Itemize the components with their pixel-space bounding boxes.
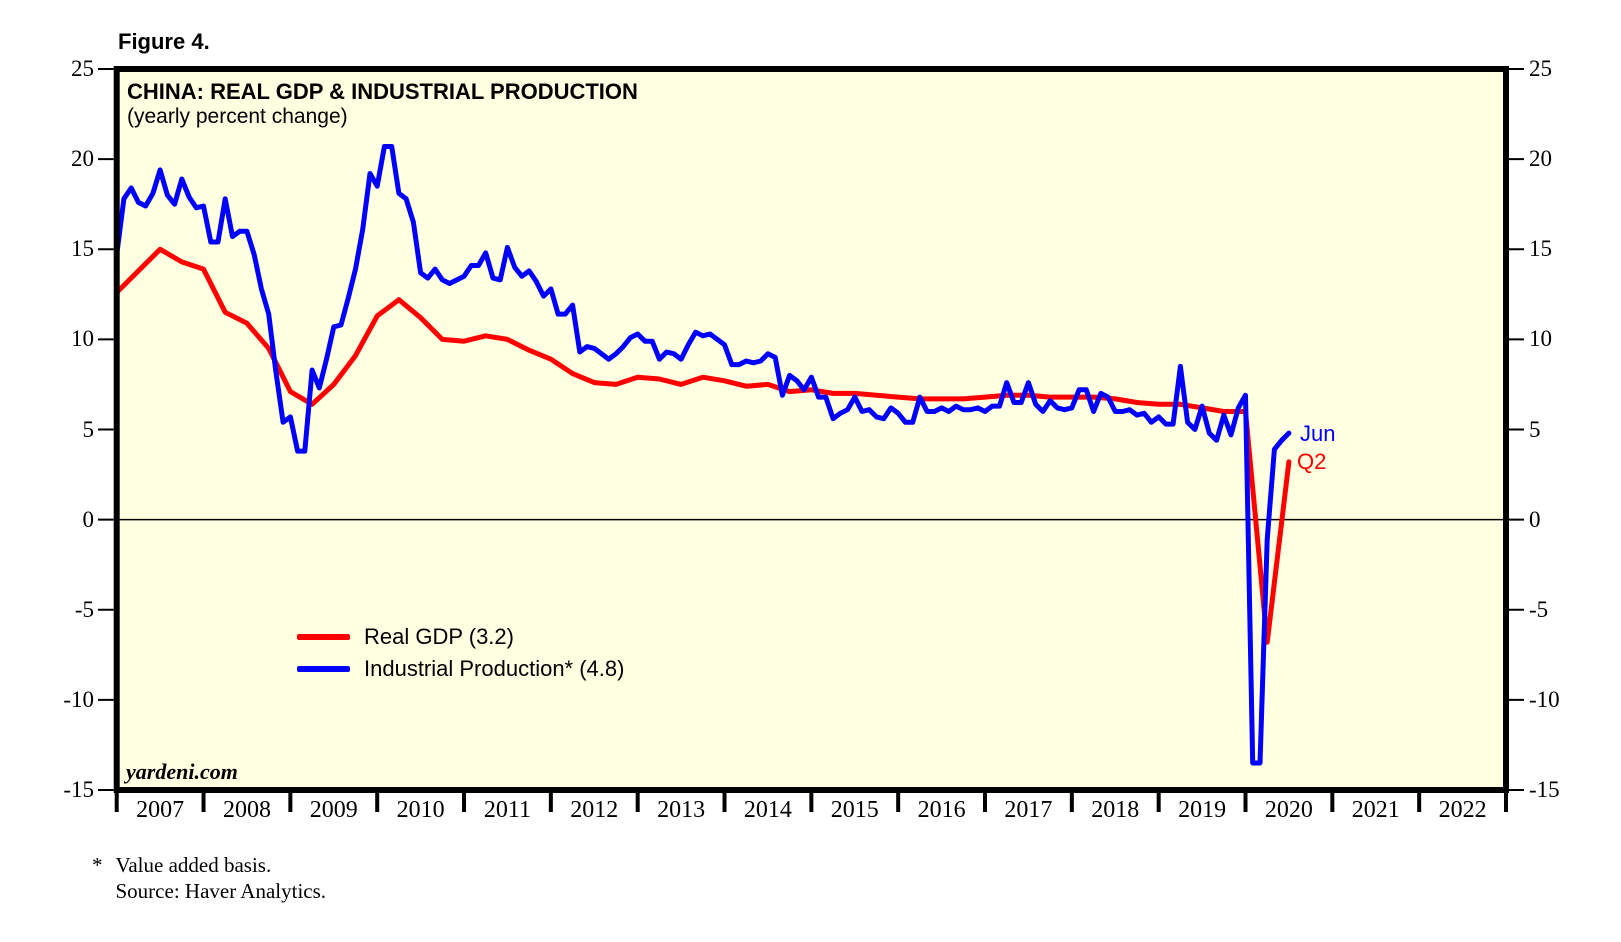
legend-swatch-industrial-production bbox=[297, 666, 350, 672]
y-axis-label-right: -5 bbox=[1529, 596, 1549, 622]
x-axis-year-label: 2015 bbox=[830, 797, 879, 823]
y-axis-label-right: 0 bbox=[1529, 506, 1541, 532]
y-axis-label-left: 5 bbox=[82, 416, 95, 442]
footnote: * Value added basis. Source: Haver Analy… bbox=[92, 852, 326, 904]
plot-frame bbox=[113, 66, 1510, 793]
x-axis-year-label: 2008 bbox=[222, 797, 271, 823]
y-axis-label-left: 25 bbox=[71, 56, 94, 81]
x-axis-year-label: 2020 bbox=[1264, 797, 1313, 823]
y-axis-label-left: 10 bbox=[71, 326, 94, 352]
x-axis-year-label: 2019 bbox=[1178, 797, 1227, 823]
plot-background bbox=[116, 69, 1507, 790]
x-axis-year-label: 2012 bbox=[570, 797, 619, 823]
y-axis-label-left: 15 bbox=[71, 236, 94, 262]
legend-label-industrial-production: Industrial Production* (4.8) bbox=[364, 656, 625, 681]
y-axis-label-right: 15 bbox=[1529, 236, 1552, 262]
x-axis-year-label: 2016 bbox=[917, 797, 966, 823]
chart-subtitle: (yearly percent change) bbox=[127, 105, 348, 128]
y-axis-label-left: -15 bbox=[63, 777, 94, 802]
y-axis-label-right: -15 bbox=[1529, 777, 1560, 802]
x-axis-year-label: 2011 bbox=[483, 797, 531, 823]
x-axis-year-label: 2009 bbox=[309, 797, 358, 823]
y-axis-label-left: 0 bbox=[82, 506, 95, 532]
y-axis-label-right: 10 bbox=[1529, 326, 1552, 352]
footnote-line2: Source: Haver Analytics. bbox=[115, 879, 327, 903]
footnote-marker: * bbox=[92, 853, 103, 877]
x-axis-year-label: 2018 bbox=[1091, 797, 1140, 823]
x-axis-year-label: 2021 bbox=[1351, 797, 1400, 823]
watermark-yardeni: yardeni.com bbox=[126, 759, 238, 784]
x-axis-year-label: 2017 bbox=[1004, 797, 1053, 823]
legend-swatch-real-gdp bbox=[297, 634, 350, 640]
annotation-ip-jun: Jun bbox=[1300, 421, 1336, 446]
legend-label-real-gdp: Real GDP (3.2) bbox=[364, 624, 514, 649]
x-axis-year-label: 2013 bbox=[657, 797, 706, 823]
y-axis-label-left: -5 bbox=[74, 596, 94, 622]
x-axis-year-label: 2007 bbox=[136, 797, 185, 823]
footnote-line1: Value added basis. bbox=[115, 853, 272, 877]
y-axis-label-right: 25 bbox=[1529, 56, 1552, 81]
annotation-gdp-q2: Q2 bbox=[1297, 449, 1327, 474]
x-axis-year-label: 2022 bbox=[1438, 797, 1487, 823]
footnote-text: Value added basis. Source: Haver Analyti… bbox=[116, 852, 327, 904]
chart-title: CHINA: REAL GDP & INDUSTRIAL PRODUCTION bbox=[127, 79, 638, 104]
series-line-real-gdp bbox=[114, 246, 1292, 645]
y-axis-label-right: -10 bbox=[1529, 686, 1560, 712]
y-axis-label-left: 20 bbox=[71, 146, 94, 172]
y-axis-label-right: 5 bbox=[1529, 416, 1541, 442]
x-axis-year-label: 2014 bbox=[743, 797, 792, 823]
series-line-industrial-production bbox=[114, 144, 1292, 766]
x-axis-year-label: 2010 bbox=[396, 797, 445, 823]
figure-label: Figure 4. bbox=[118, 29, 210, 54]
y-axis-label-right: 20 bbox=[1529, 146, 1552, 172]
y-axis-label-left: -10 bbox=[63, 686, 94, 712]
